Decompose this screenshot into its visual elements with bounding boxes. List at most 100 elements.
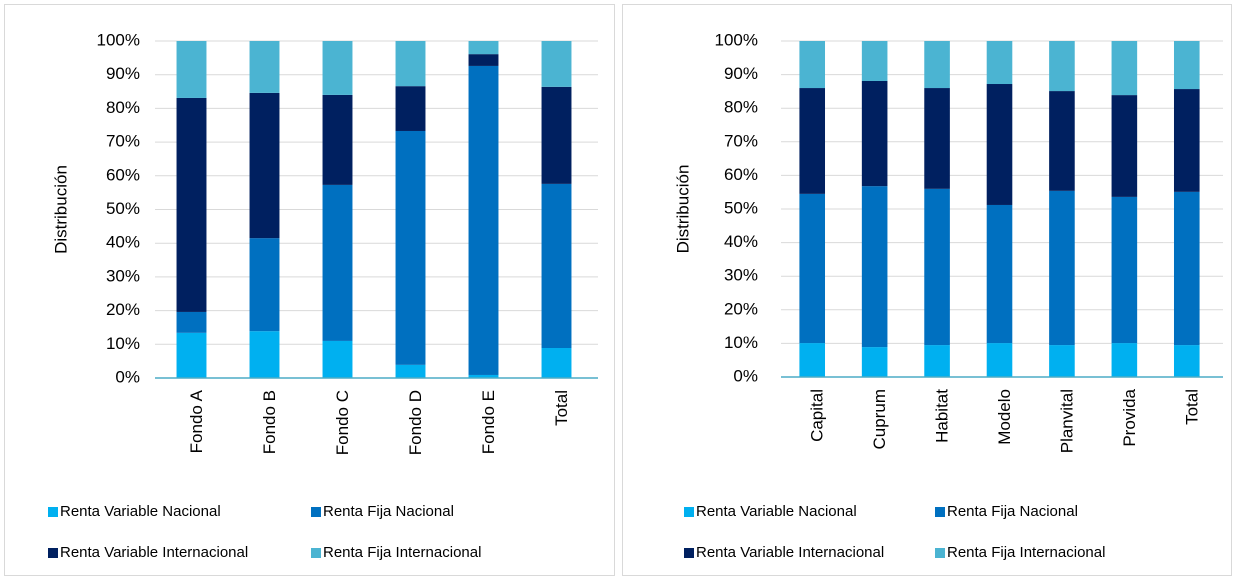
legend-swatch [935,548,945,558]
y-tick-label: 60% [724,165,758,184]
bar-segment [1111,41,1138,96]
bar-segment [322,184,353,341]
x-tick-label: Total [552,390,571,426]
y-tick-label: 80% [724,98,758,117]
x-tick-label: Capital [808,389,827,442]
y-tick-label: 100% [715,30,758,49]
bar-segment [395,364,426,378]
bar-segment [322,340,353,378]
y-axis-label: Distribución [673,165,692,254]
y-tick-label: 10% [724,333,758,352]
legend-label: Renta Fija Internacional [323,544,481,561]
bar-segment [176,41,207,98]
y-tick-label: 70% [724,131,758,150]
bar-segment [924,88,950,189]
y-tick-label: 20% [106,300,140,319]
y-tick-label: 0% [733,366,758,385]
bar-segment [468,54,499,66]
legend-swatch [48,507,58,517]
legend-label: Renta Fija Internacional [947,544,1105,561]
bar-segment [1173,89,1200,192]
bar-segment [799,88,826,194]
bar-segment [986,204,1013,344]
bar-segment [395,86,426,131]
bar-segment [1173,191,1200,346]
legend-label: Renta Variable Nacional [60,503,221,520]
x-tick-label: Fondo D [406,390,425,455]
bar-segment [1173,345,1200,377]
legend-swatch [935,507,945,517]
y-tick-label: 30% [106,266,140,285]
y-axis-label: Distribución [51,165,70,254]
y-tick-label: 70% [106,132,140,151]
x-tick-label: Total [1182,389,1201,425]
y-tick-label: 20% [724,299,758,318]
y-tick-label: 60% [106,165,140,184]
y-tick-label: 30% [724,266,758,285]
bar-segment [541,86,572,184]
bar-segment [249,41,280,93]
bar-segment [1049,91,1075,191]
y-tick-label: 80% [106,98,140,117]
legend-label: Renta Variable Nacional [696,503,857,520]
bar-segment [322,41,353,95]
bar-segment [176,97,207,312]
legend-label: Renta Variable Internacional [696,544,884,561]
x-tick-label: Fondo A [187,389,206,453]
bar-segment [468,374,499,378]
x-tick-label: Habitat [933,389,952,443]
bar-segment [176,332,207,378]
bar-segment [799,41,826,89]
y-tick-label: 10% [106,334,140,353]
legend-swatch [48,548,58,558]
bar-segment [1111,196,1138,344]
y-tick-label: 90% [724,64,758,83]
bar-segment [861,347,888,377]
bar-segment [986,41,1013,85]
bar-segment [861,41,888,81]
panel-frame [622,4,1232,576]
bar-segment [395,41,426,87]
bar-segment [861,186,888,348]
bar-segment [799,343,826,377]
x-tick-label: Fondo B [260,390,279,454]
y-tick-label: 40% [106,233,140,252]
legend-label: Renta Fija Nacional [323,503,454,520]
legend-label: Renta Variable Internacional [60,544,248,561]
bar-segment [1049,190,1075,346]
y-tick-label: 100% [97,30,140,49]
bar-segment [395,130,426,365]
legend-label: Renta Fija Nacional [947,503,1078,520]
bar-segment [249,331,280,378]
bar-segment [541,348,572,378]
bar-segment [1173,41,1200,90]
x-tick-label: Provida [1120,388,1139,446]
y-tick-label: 50% [724,198,758,217]
bar-segment [1111,95,1138,197]
legend-swatch [684,507,694,517]
panel-frame [4,4,615,576]
y-tick-label: 90% [106,64,140,83]
bar-segment [924,41,950,89]
x-tick-label: Cuprum [870,389,889,449]
x-tick-label: Fondo C [333,390,352,455]
bar-segment [176,311,207,333]
y-tick-label: 0% [115,367,140,386]
legend-swatch [311,507,321,517]
x-tick-label: Planvital [1057,389,1076,453]
bar-segment [861,80,888,187]
y-tick-label: 40% [724,232,758,251]
bar-segment [986,343,1013,377]
bar-segment [541,41,572,87]
bar-segment [924,345,950,377]
bar-segment [322,94,353,185]
bar-segment [924,188,950,346]
bar-segment [541,183,572,349]
bar-segment [468,65,499,375]
y-tick-label: 50% [106,199,140,218]
bar-segment [799,193,826,344]
bar-segment [249,92,280,239]
legend-swatch [684,548,694,558]
bar-segment [986,84,1013,205]
